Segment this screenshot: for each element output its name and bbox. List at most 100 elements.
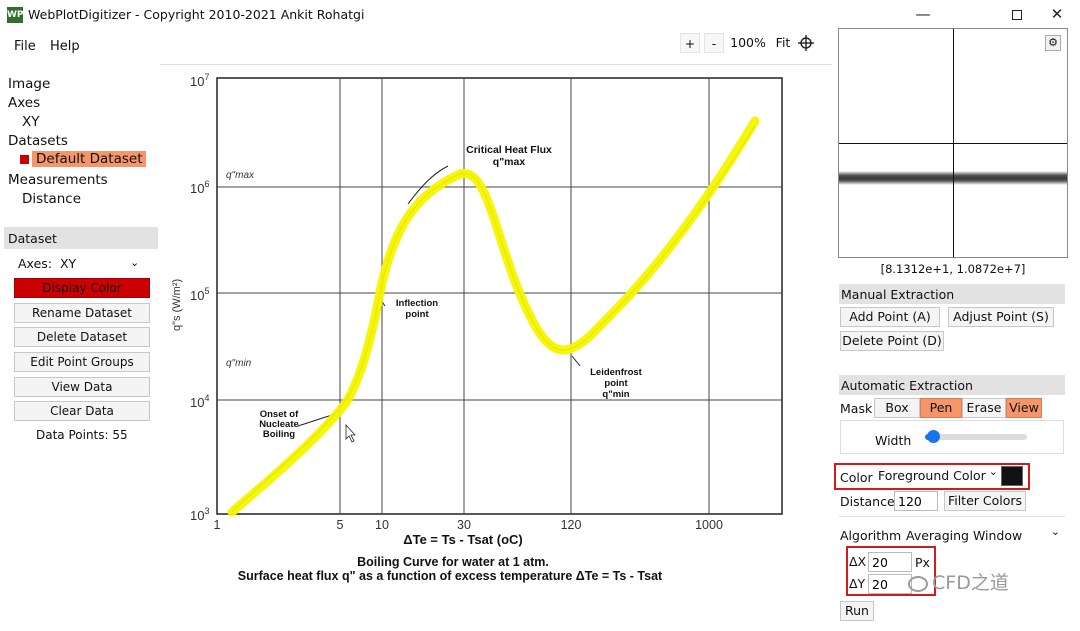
wechat-icon: [908, 575, 928, 592]
plot-image[interactable]: 107 106 105 104 103 q"max q"min q"s (W/m…: [160, 66, 834, 592]
inflection-label-1: Inflection: [396, 298, 438, 309]
app-logo: WPD: [7, 7, 31, 23]
divider: [839, 516, 1065, 517]
y-tick-1e5: 105: [190, 286, 209, 303]
tree-item-xy[interactable]: XY: [22, 114, 40, 130]
y-tick-1e4: 104: [190, 393, 209, 410]
magnifier-coordinates: [8.1312e+1, 1.0872e+7]: [880, 262, 1026, 276]
delete-point-button[interactable]: Delete Point (D): [840, 331, 944, 351]
distance-label: Distance: [840, 494, 895, 509]
close-icon: ✕: [1050, 5, 1064, 23]
x-axis-label: ΔTe = Ts - Tsat (oC): [403, 532, 523, 547]
chevron-down-icon: ⌄: [130, 256, 140, 269]
mask-erase-button[interactable]: Erase: [962, 398, 1006, 418]
close-button[interactable]: ✕: [1034, 3, 1080, 27]
minimize-button[interactable]: —: [900, 3, 946, 27]
data-points-count: Data Points: 55: [36, 428, 128, 442]
tree-item-measurements[interactable]: Measurements: [8, 172, 108, 188]
mask-label: Mask: [840, 401, 873, 416]
zoom-fit-button[interactable]: Fit: [775, 35, 791, 50]
axes-select[interactable]: Axes: XY ⌄: [18, 256, 139, 271]
width-slider-track[interactable]: [925, 430, 1027, 443]
mask-view-button[interactable]: View: [1006, 398, 1042, 418]
menu-file[interactable]: File: [14, 39, 36, 54]
axes-select-value: XY: [59, 256, 77, 271]
x-tick-1000: 1000: [695, 518, 723, 532]
delta-x-input[interactable]: [868, 552, 912, 572]
leidenfrost-label-3: q"min: [602, 389, 629, 400]
adjust-point-button[interactable]: Adjust Point (S): [948, 307, 1054, 327]
color-highlight-box: [834, 463, 1030, 490]
onset-label-2: Nucleate: [259, 419, 299, 430]
algorithm-select[interactable]: Averaging Window ⌄: [906, 525, 1060, 543]
menu-help[interactable]: Help: [50, 39, 80, 54]
inflection-label-2: point: [405, 309, 429, 320]
crosshair-button[interactable]: [796, 33, 816, 53]
mouse-cursor-icon: [345, 423, 356, 443]
watermark: CFD之道: [908, 568, 1009, 595]
window-size-highlight-box: [846, 546, 936, 596]
maximize-button[interactable]: [994, 3, 1040, 27]
y-tick-1e7: 107: [190, 72, 209, 89]
leidenfrost-label-2: point: [604, 378, 628, 389]
clear-data-button[interactable]: Clear Data: [14, 401, 150, 421]
edit-point-groups-button[interactable]: Edit Point Groups: [14, 352, 150, 372]
tree-item-image[interactable]: Image: [8, 76, 51, 92]
original-curve: [231, 125, 756, 513]
window-title: WebPlotDigitizer - Copyright 2010-2021 A…: [28, 7, 365, 22]
delta-y-input[interactable]: [868, 574, 912, 594]
dataset-panel-header: Dataset: [4, 227, 158, 249]
x-tick-120: 120: [561, 518, 582, 532]
watermark-text: CFD之道: [932, 572, 1009, 594]
width-control: Width: [840, 420, 1064, 454]
x-tick-labels: 1 5 10 30 120 1000: [214, 518, 723, 532]
tree-item-axes[interactable]: Axes: [8, 95, 41, 111]
chevron-down-icon: ⌄: [988, 465, 998, 478]
gear-icon: ⚙: [1048, 36, 1058, 49]
x-tick-5: 5: [337, 518, 344, 532]
toolbar-divider: [160, 64, 832, 65]
tree-item-distance[interactable]: Distance: [22, 191, 82, 207]
distance-input[interactable]: [894, 491, 938, 511]
algorithm-label: Algorithm: [840, 528, 902, 543]
caption-line-2: Surface heat flux q" as a function of ex…: [238, 569, 663, 583]
rename-dataset-button[interactable]: Rename Dataset: [14, 303, 150, 323]
view-data-button[interactable]: View Data: [14, 377, 150, 397]
mask-pen-button[interactable]: Pen: [920, 398, 962, 418]
chf-label-2: q"max: [493, 156, 526, 168]
tree-item-datasets[interactable]: Datasets: [8, 133, 68, 149]
color-label: Color: [840, 470, 873, 485]
x-tick-30: 30: [457, 518, 471, 532]
leidenfrost-label-1: Leidenfrost: [590, 367, 643, 378]
plot-canvas[interactable]: 107 106 105 104 103 q"max q"min q"s (W/m…: [160, 66, 834, 592]
mask-box-button[interactable]: Box: [874, 398, 920, 418]
automatic-extraction-header: Automatic Extraction: [839, 375, 1065, 395]
dataset-color-swatch: [20, 154, 29, 164]
dataset-name: Default Dataset: [32, 151, 147, 167]
magnifier-view: ⚙: [838, 28, 1068, 258]
width-label: Width: [875, 433, 912, 448]
delta-x-unit: Px: [915, 555, 930, 570]
maximize-icon: [1012, 9, 1022, 20]
display-color-button[interactable]: Display Color: [14, 278, 150, 298]
color-mode-select[interactable]: Foreground Color ⌄: [878, 465, 998, 486]
tree-item-default-dataset[interactable]: Default Dataset: [20, 151, 147, 167]
axes-select-label: Axes:: [18, 256, 52, 271]
delete-dataset-button[interactable]: Delete Dataset: [14, 327, 150, 347]
manual-extraction-header: Manual Extraction: [839, 284, 1065, 304]
y-tick-1e3: 103: [190, 506, 209, 523]
zoom-out-button[interactable]: -: [704, 33, 724, 53]
caption-line-1: Boiling Curve for water at 1 atm.: [357, 555, 549, 569]
delta-x-label: ΔX: [849, 554, 867, 569]
zoom-in-button[interactable]: +: [680, 33, 700, 53]
width-slider-thumb[interactable]: [927, 430, 940, 443]
digitized-trace: [227, 116, 760, 517]
color-swatch[interactable]: [1001, 466, 1023, 486]
annotations: Critical Heat Flux q"max Inflection poin…: [259, 144, 642, 440]
run-button[interactable]: Run: [840, 601, 874, 621]
title-bar: WPD WebPlotDigitizer - Copyright 2010-20…: [0, 0, 1080, 30]
magnifier-settings-button[interactable]: ⚙: [1045, 35, 1061, 51]
filter-colors-button[interactable]: Filter Colors: [944, 491, 1026, 511]
add-point-button[interactable]: Add Point (A): [840, 307, 940, 327]
onset-label-1: Onset of: [260, 409, 299, 420]
